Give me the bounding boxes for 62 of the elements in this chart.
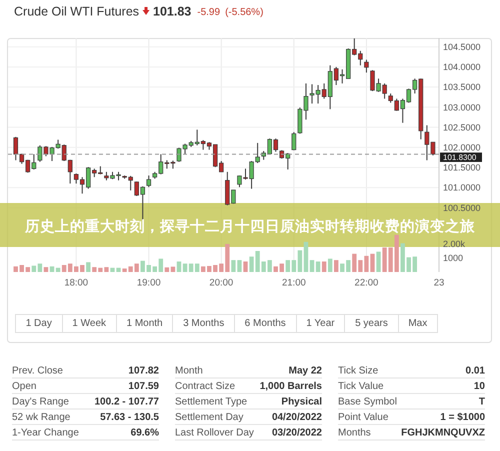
range-button: Max (398, 314, 438, 333)
table-label: 52 wk Range (12, 412, 70, 423)
x-tick-label: 23 (434, 278, 444, 288)
annotation: (-5.56%) (225, 7, 264, 18)
table-label: Day's Range (12, 396, 69, 408)
x-tick-label: 18:00 (64, 278, 88, 288)
table-label: Point Value (338, 412, 388, 423)
table-value: 04/20/2022 (272, 412, 322, 423)
y-tick-label: 104.5000 (443, 42, 481, 52)
table-label: Settlement Day (175, 412, 244, 423)
table-label: Tick Value (338, 381, 384, 392)
chart-title: Crude Oil WTI Futures (14, 4, 140, 18)
range-button: 5 years (344, 314, 398, 333)
x-tick-label: 22:00 (354, 278, 378, 288)
range-button: 1 Week (62, 314, 116, 333)
table-label: Tick Size (338, 366, 378, 376)
x-tick-label: 21:00 (282, 278, 306, 288)
table-label: Prev. Close (12, 366, 63, 376)
table-value: T (478, 396, 485, 408)
table-value: 0.01 (466, 366, 485, 376)
table-value: 1 = $1000 (440, 412, 485, 423)
y-tick-label: 104.0000 (443, 62, 481, 72)
y2-tick-label: 2.00k (443, 239, 466, 250)
y-tick-label: 102.5000 (443, 122, 481, 132)
table-value: 03/20/2022 (272, 428, 322, 438)
annotation: 101.83 (153, 4, 192, 18)
y-tick-label: 100.5000 (443, 202, 481, 213)
y-tick-label: 103.5000 (443, 82, 481, 92)
range-button: 6 Months (234, 314, 296, 333)
ref-line-label: 101.8300 (443, 153, 477, 162)
x-tick-label: 20:00 (209, 278, 234, 288)
table-value: Physical (281, 396, 322, 408)
table-value: May 22 (288, 366, 322, 376)
table-value: FGHJKMNQUVXZ (401, 428, 485, 438)
table-value: 10 (474, 381, 485, 392)
table-value: 69.6% (130, 428, 159, 438)
range-button: 1 Day (15, 314, 62, 333)
y-tick-label: 101.0000 (443, 182, 481, 193)
annotation: -5.99 (197, 7, 220, 18)
table-value: 1,000 Barrels (260, 381, 322, 392)
x-tick-label: 19:00 (136, 278, 161, 288)
range-button: 1 Month (116, 314, 172, 333)
table-label: 1-Year Change (12, 428, 79, 438)
table-label: Settlement Type (175, 396, 248, 408)
table-value: 100.2 - 107.77 (94, 396, 159, 408)
range-button: 3 Months (172, 314, 234, 333)
range-button: 1 Year (296, 314, 344, 333)
table-value: 57.63 - 130.5 (100, 412, 159, 423)
ref-line-label: 101.8300 (440, 152, 482, 162)
annotation: 历史上的重大时刻，探寻十二月十四日原油实时转期收费的演变之旅 (25, 219, 475, 235)
table-label: Month (175, 366, 203, 376)
table-value: 107.82 (128, 366, 159, 376)
table-label: Months (338, 428, 371, 438)
y-tick-label: 103.0000 (443, 102, 481, 112)
table-value: 107.59 (128, 381, 159, 392)
table-label: Contract Size (175, 381, 236, 392)
table-label: Base Symbol (338, 396, 397, 408)
table-label: Last Rollover Day (175, 428, 254, 438)
table-label: Open (12, 381, 36, 392)
y2-tick-label: 1000 (443, 253, 464, 264)
y-tick-label: 102.0000 (443, 142, 481, 152)
y-tick-label: 101.5000 (443, 162, 481, 173)
